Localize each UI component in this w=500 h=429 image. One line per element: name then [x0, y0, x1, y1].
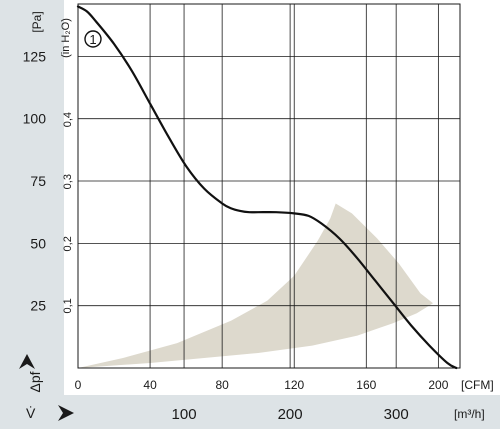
m3h-unit-label: [m³/h] [454, 407, 485, 421]
y-axis-inh2o-ticks: 0,1 0,2 0,3 0,4 [62, 112, 74, 314]
y-tick-inh2o: 0,4 [62, 112, 74, 127]
y-axis-pa-ticks: 25 50 75 100 125 [23, 48, 47, 313]
x-axis-cfm-ticks: 0 40 80 120 160 200 [75, 378, 449, 392]
x-tick-m3h: 100 [172, 406, 197, 423]
curve-marker-circle [84, 30, 102, 48]
inh2o-unit-label: (in H₂O) [60, 18, 72, 58]
pa-unit-label: [Pa] [30, 11, 44, 32]
bottom-axis-band [0, 395, 500, 429]
cfm-unit-label: [CFM] [461, 378, 494, 392]
x-tick-m3h: 200 [278, 406, 303, 423]
y-tick-inh2o: 0,3 [62, 174, 74, 189]
y-tick-pa: 75 [30, 173, 46, 189]
y-axis-arrow-icon [19, 354, 35, 369]
x-tick-cfm: 120 [284, 378, 304, 392]
y-axis-symbol: Δpf [27, 371, 43, 392]
series-line-1 [76, 5, 458, 370]
x-axis-arrow-icon [58, 405, 74, 421]
curve-marker: 1 [84, 30, 102, 48]
x-tick-cfm: 160 [356, 378, 376, 392]
x-tick-cfm: 80 [215, 378, 229, 392]
y-tick-pa: 125 [23, 48, 47, 64]
x-axis-symbol: V̇ [26, 405, 36, 421]
y-tick-pa: 50 [30, 235, 46, 251]
y-tick-pa: 25 [30, 298, 46, 314]
x-tick-cfm: 40 [143, 378, 157, 392]
x-tick-cfm: 0 [75, 378, 82, 392]
left-axis-band [0, 0, 64, 429]
x-tick-m3h: 300 [384, 406, 409, 423]
y-tick-inh2o: 0,1 [62, 298, 74, 313]
curve-layer [76, 5, 458, 370]
y-tick-inh2o: 0,2 [62, 236, 74, 251]
curve-marker-label: 1 [89, 32, 96, 47]
y-tick-pa: 100 [23, 111, 47, 127]
x-tick-cfm: 200 [428, 378, 448, 392]
x-axis-m3h-ticks: 100 200 300 [172, 406, 409, 423]
